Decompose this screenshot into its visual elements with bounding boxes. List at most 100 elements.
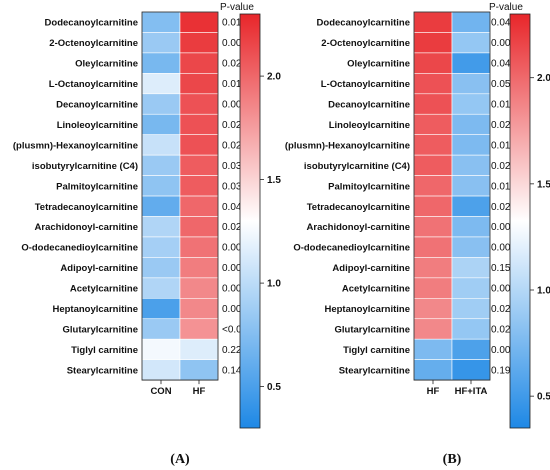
row-label: isobutyrylcarnitine (C4) xyxy=(304,161,410,172)
heatmap-cell xyxy=(141,93,181,115)
panel-label: (A) xyxy=(170,452,190,467)
pvalue-label: 0.196 xyxy=(491,365,516,376)
heatmap-cell xyxy=(141,195,181,217)
colorbar-tick-label: 1.0 xyxy=(267,279,281,290)
row-label: Decanoylcarnitine xyxy=(56,100,138,111)
colorbar xyxy=(509,13,531,429)
pvalue-label: 0.008 xyxy=(491,284,516,295)
heatmap-cell xyxy=(179,134,219,156)
heatmap-cell xyxy=(179,11,219,33)
heatmap-cell xyxy=(141,52,181,74)
row-label: Tetradecanoylcarnitine xyxy=(35,202,138,213)
heatmap-cell xyxy=(413,154,453,176)
row-label: Heptanoylcarnitine xyxy=(52,304,138,315)
row-label: Oleylcarnitine xyxy=(347,59,410,70)
heatmap-cell xyxy=(451,338,491,360)
pvalue-label: 0.027 xyxy=(222,120,247,131)
pvalue-label: 0.003 xyxy=(222,38,247,49)
pvalue-label: 0.014 xyxy=(222,18,247,29)
heatmap-cell xyxy=(141,32,181,54)
panel-a: P-value Dodecanoylcarnitine 0.014 2-Octenoy… xyxy=(13,2,281,467)
panel-b: P-value Dodecanoylcarnitine 0.042 2-Octenoy… xyxy=(285,2,550,467)
heatmap-cell xyxy=(179,113,219,136)
row-label: Tiglyl carnitine xyxy=(343,345,410,356)
heatmap-cell xyxy=(179,257,219,279)
heatmap-cell xyxy=(451,297,491,320)
heatmap-cell xyxy=(451,52,491,74)
row-label: Linoleoylcarnitine xyxy=(329,120,410,131)
heatmap-cell xyxy=(141,297,181,320)
heatmap-cell xyxy=(179,216,219,238)
panel-label: (B) xyxy=(443,452,462,467)
pvalue-label: 0.003 xyxy=(222,243,247,254)
pvalue-label: 0.01 xyxy=(222,79,242,90)
heatmap-cell xyxy=(413,318,453,340)
colorbar-tick-label: 1.5 xyxy=(267,175,281,186)
row-label: O-dodecanedioylcarnitine xyxy=(21,243,138,254)
row-label: Stearylcarnitine xyxy=(67,365,138,376)
pvalue-label: 0.052 xyxy=(491,79,516,90)
pvalue-label: 0.009 xyxy=(222,100,247,111)
heatmap-cell xyxy=(413,32,453,54)
pvalue-label: 0.028 xyxy=(491,161,516,172)
row-label: Glutarylcarnitine xyxy=(335,324,411,335)
heatmap-cell xyxy=(451,134,491,156)
pvalue-label: 0.048 xyxy=(222,202,247,213)
heatmap-cell xyxy=(179,338,219,360)
pvalue-label: 0.031 xyxy=(222,181,247,192)
pvalue-label: 0.004 xyxy=(491,38,516,49)
heatmap-cell xyxy=(413,338,453,360)
pvalue-label: 0.026 xyxy=(222,59,247,70)
pvalue-label: 0.148 xyxy=(222,365,247,376)
heatmap-cell xyxy=(141,134,181,156)
heatmap-cell xyxy=(179,359,219,381)
row-label: Dodecanoylcarnitine xyxy=(45,18,138,29)
heatmap-cell xyxy=(179,236,219,258)
heatmap-cell xyxy=(451,236,491,258)
row-label: Palmitoylcarnitine xyxy=(56,181,138,192)
heatmap-cell xyxy=(141,175,181,197)
heatmap-cell xyxy=(451,113,491,136)
heatmap-cell xyxy=(179,52,219,74)
row-label: Dodecanoylcarnitine xyxy=(317,18,410,29)
pvalue-label: 0.027 xyxy=(222,222,247,233)
row-label: L-Octanoylcarnitine xyxy=(49,79,138,90)
pvalue-label: 0.004 xyxy=(491,243,516,254)
pvalue-label: 0.007 xyxy=(222,304,247,315)
heatmap-cell xyxy=(141,359,181,381)
heatmap-cell xyxy=(413,297,453,320)
pvalue-header: P-value xyxy=(489,2,523,13)
colorbar-tick-label: 1.5 xyxy=(537,179,550,190)
row-label: Acetylcarnitine xyxy=(70,284,138,295)
heatmap-cell xyxy=(413,236,453,258)
heatmap-cell xyxy=(413,257,453,279)
heatmap-cell xyxy=(451,359,491,381)
colorbar-tick-label: 2.0 xyxy=(267,72,281,83)
heatmap-cell xyxy=(141,73,181,95)
heatmap-cell xyxy=(141,277,181,299)
pvalue-label: 0.019 xyxy=(491,181,516,192)
heatmap-cell xyxy=(413,216,453,238)
heatmap-cell xyxy=(179,73,219,95)
row-label: Glutarylcarnitine xyxy=(63,324,139,335)
heatmap-cell xyxy=(413,195,453,217)
heatmap-cell xyxy=(179,175,219,197)
pvalue-label: 0.027 xyxy=(491,202,516,213)
heatmap-cell xyxy=(413,359,453,381)
heatmap-cell xyxy=(451,11,491,33)
heatmap-cell xyxy=(179,277,219,299)
colorbar-tick-label: 2.0 xyxy=(537,73,550,84)
pvalue-header: P-value xyxy=(220,2,254,13)
heatmap-cell xyxy=(141,113,181,136)
heatmap-cell xyxy=(413,52,453,74)
colorbar xyxy=(239,13,261,429)
pvalue-label: <0.001 xyxy=(222,324,253,335)
colorbar-tick-label: 0.5 xyxy=(267,382,281,393)
pvalue-label: 0.042 xyxy=(491,18,516,29)
heatmap-cell xyxy=(451,318,491,340)
heatmap-cell xyxy=(179,93,219,115)
heatmap-cell xyxy=(451,175,491,197)
column-label: CON xyxy=(150,386,171,397)
row-label: (plusmn)-Hexanoylcarnitine xyxy=(285,140,410,151)
